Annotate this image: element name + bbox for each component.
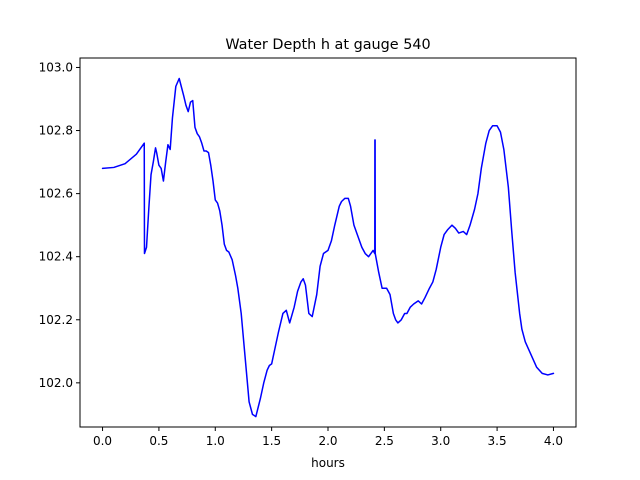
y-tick-label: 103.0 (39, 60, 73, 74)
x-tick-label: 4.0 (544, 434, 563, 448)
x-tick-label: 1.5 (262, 434, 281, 448)
x-axis: 0.0 0.5 1.0 1.5 2.0 2.5 3.0 3.5 4.0 (93, 427, 563, 448)
y-tick-label: 102.2 (39, 313, 73, 327)
y-tick-label: 102.0 (39, 376, 73, 390)
x-tick-label: 3.5 (488, 434, 507, 448)
y-axis: 102.0 102.2 102.4 102.6 102.8 103.0 (39, 60, 80, 390)
x-tick-label: 0.5 (149, 434, 168, 448)
x-tick-label: 0.0 (93, 434, 112, 448)
x-tick-label: 2.5 (375, 434, 394, 448)
x-tick-label: 2.0 (318, 434, 337, 448)
chart-title: Water Depth h at gauge 540 (225, 37, 430, 53)
y-tick-label: 102.8 (39, 124, 73, 138)
series-line-water-depth (101, 77, 555, 418)
plot-area: 0.0 0.5 1.0 1.5 2.0 2.5 3.0 3.5 4.0 102.0102.210… (39, 57, 577, 448)
x-axis-label: hours (311, 456, 345, 470)
y-tick-label: 102.6 (39, 187, 73, 201)
x-tick-label: 1.0 (206, 434, 225, 448)
y-tick-label: 102.4 (39, 250, 73, 264)
x-tick-label: 3.0 (431, 434, 450, 448)
